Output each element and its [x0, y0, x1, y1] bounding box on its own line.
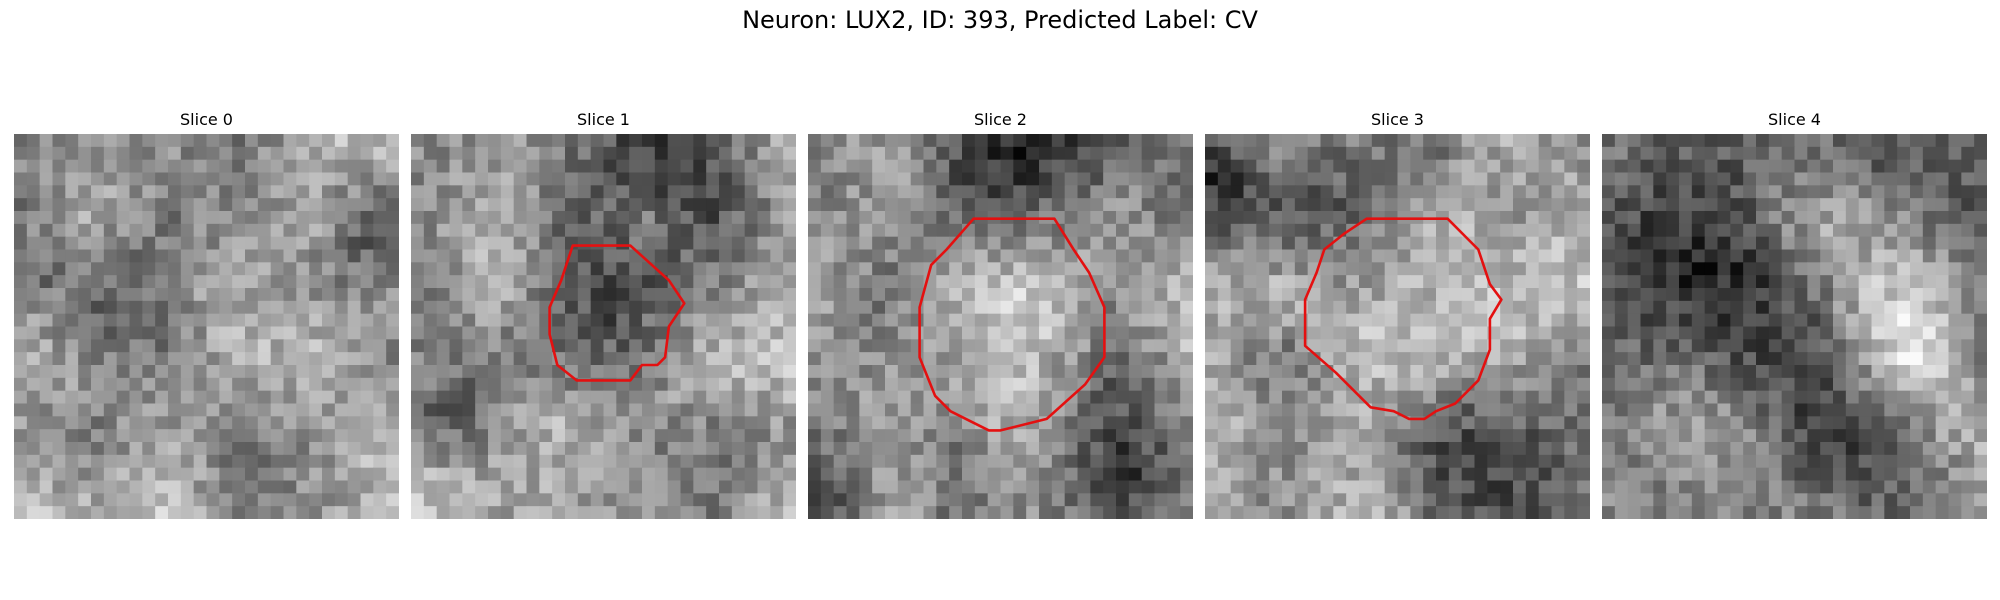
- slice-4-image: [1602, 134, 1987, 519]
- slice-3-title: Slice 3: [1371, 110, 1424, 129]
- slice-3-image: [1205, 134, 1590, 519]
- slice-0-title: Slice 0: [180, 110, 233, 129]
- segmentation-contour: [1303, 217, 1503, 421]
- slice-1-title: Slice 1: [577, 110, 630, 129]
- segmentation-contour: [918, 217, 1106, 432]
- segmentation-contour: [548, 244, 686, 382]
- slice-4-title: Slice 4: [1768, 110, 1821, 129]
- slice-2-title: Slice 2: [974, 110, 1027, 129]
- slice-2-image: [808, 134, 1193, 519]
- slice-0-image: [14, 134, 399, 519]
- figure-title: Neuron: LUX2, ID: 393, Predicted Label: …: [742, 6, 1258, 34]
- slice-1-image: [411, 134, 796, 519]
